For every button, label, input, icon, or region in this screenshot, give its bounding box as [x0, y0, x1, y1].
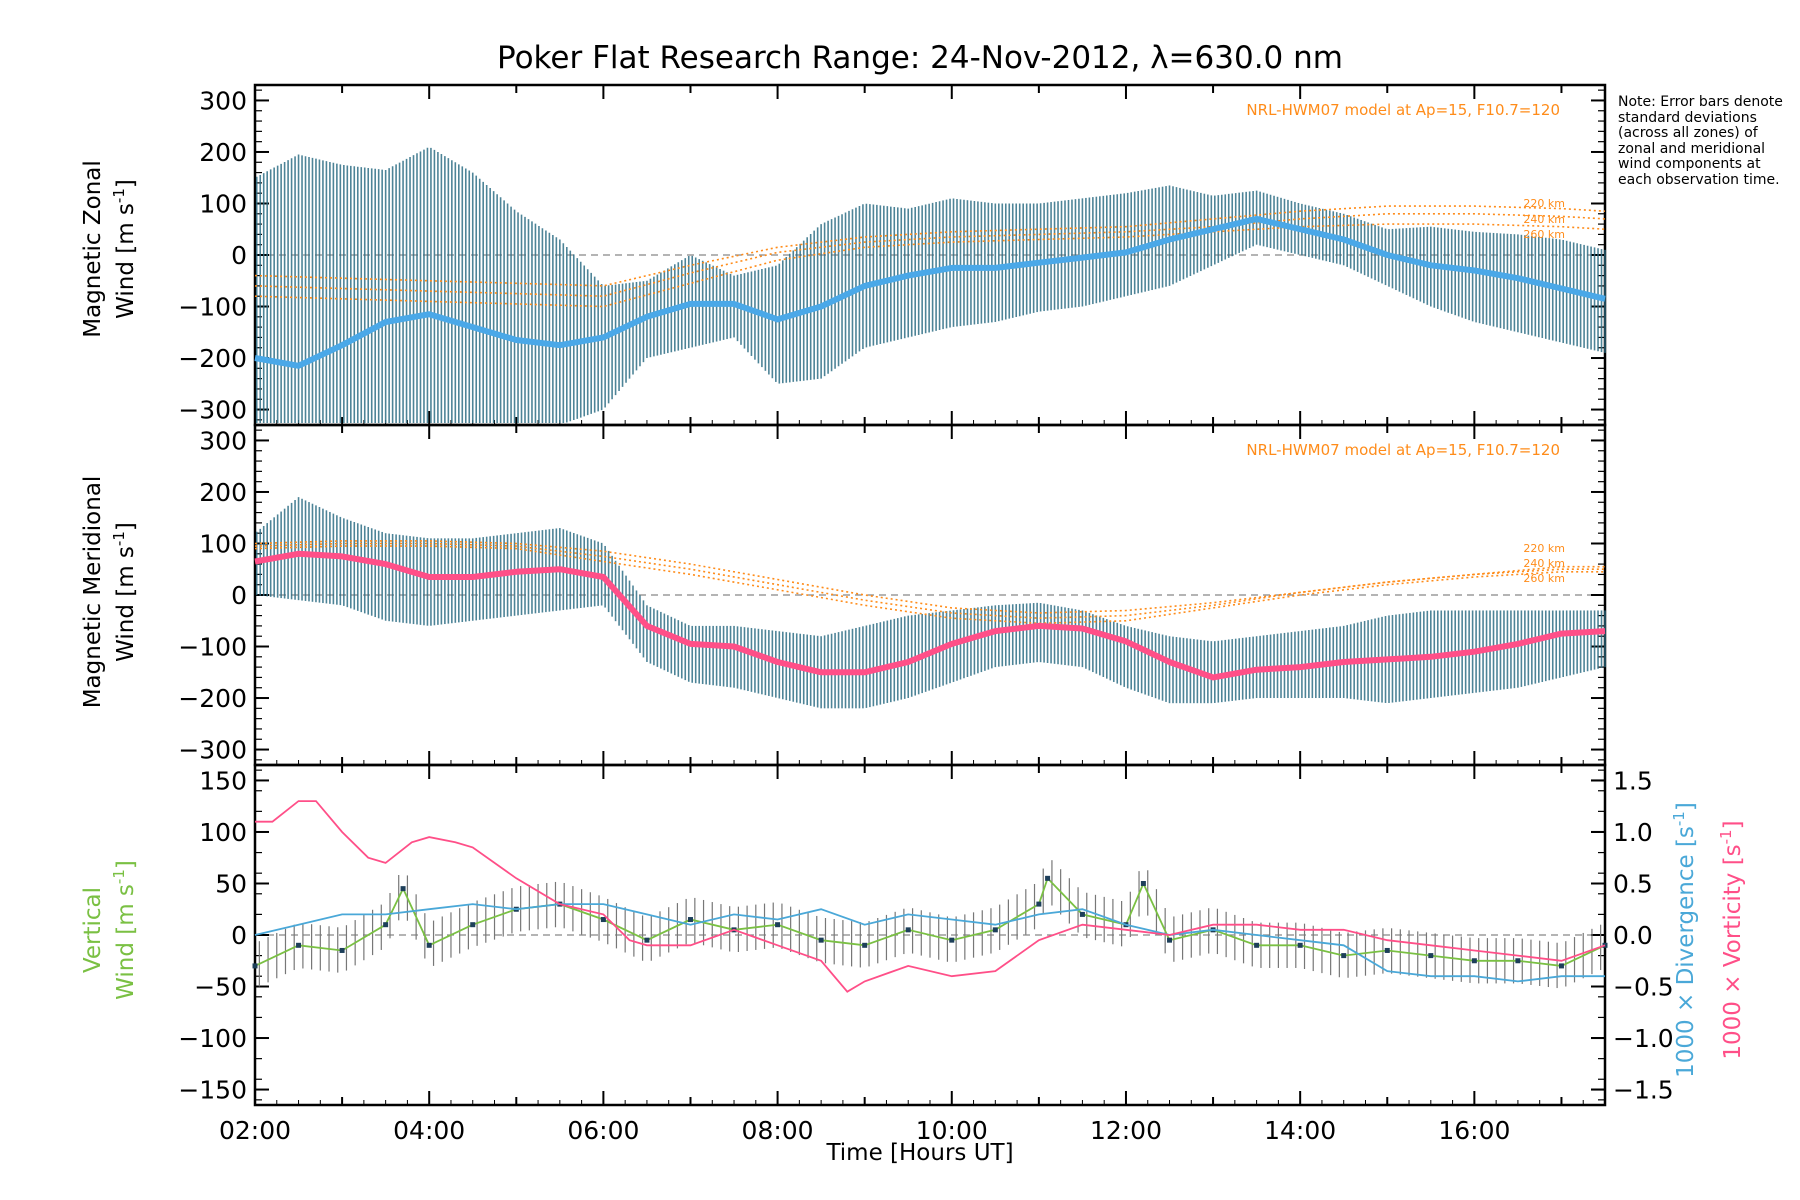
meridional-model-label: NRL-HWM07 model at Ap=15, F10.7=120 — [1246, 441, 1560, 459]
vertical-wind-point — [252, 963, 258, 969]
zonal-mean-line — [254, 215, 1606, 369]
altitude-label: 240 km — [1523, 213, 1565, 226]
vertical-wind-point — [775, 922, 781, 928]
y2-tick-label: 1.0 — [1613, 818, 1653, 847]
y-tick-label: 100 — [199, 529, 247, 558]
y-tick-label: 200 — [199, 138, 247, 167]
vertical-wind-point — [992, 927, 998, 933]
y-tick-label: −200 — [178, 344, 247, 373]
vertical-wind-point — [1079, 911, 1085, 917]
x-tick-label: 02:00 — [219, 1116, 291, 1145]
zonal-error-bars — [255, 147, 1606, 423]
x-tick-label: 08:00 — [742, 1116, 814, 1145]
y-tick-label: −100 — [178, 1024, 247, 1053]
y-tick-label: −100 — [178, 293, 247, 322]
x-tick-label: 06:00 — [567, 1116, 639, 1145]
meridional-panel: −300 −200 −100 0 100 200 300 NRL-HWM07 model at… — [178, 423, 1607, 767]
vertical-wind-point — [339, 947, 345, 953]
altitude-label: 240 km — [1523, 557, 1565, 570]
x-tick-label: 10:00 — [916, 1116, 988, 1145]
y-tick-label: 0 — [231, 921, 247, 950]
y-tick-label: −100 — [178, 633, 247, 662]
zonal-model-label: NRL-HWM07 model at Ap=15, F10.7=120 — [1246, 101, 1560, 119]
model-curve-260 — [254, 545, 1605, 625]
vertical-ylabel-line2: Wind [m s-1] — [110, 860, 139, 1000]
vertical-wind-point — [1297, 942, 1303, 948]
vertical-wind-point — [1341, 953, 1347, 959]
y-tick-label: −200 — [178, 684, 247, 713]
y-tick-label: 0 — [231, 241, 247, 270]
vertical-wind-point — [470, 922, 476, 928]
vertical-wind-point — [818, 937, 824, 943]
altitude-label: 220 km — [1523, 542, 1565, 555]
zonal-panel: −300 −200 −100 0 100 200 300 NRL-HWM07 model at… — [178, 83, 1607, 427]
vertical-wind-point — [687, 917, 693, 923]
y2-tick-label: −0.5 — [1613, 973, 1674, 1002]
vertical-panel: −150 −100 −50 0 50 100 150 −1.5 −1.0 −0.5 0.0 0.5 1.… — [178, 763, 1674, 1145]
y-tick-label: −150 — [178, 1076, 247, 1105]
x-tick-label: 04:00 — [393, 1116, 465, 1145]
vertical-wind-point — [426, 942, 432, 948]
y2-tick-label: −1.0 — [1613, 1024, 1674, 1053]
altitude-label: 260 km — [1523, 572, 1565, 585]
x-tick-label: 16:00 — [1438, 1116, 1510, 1145]
y-tick-label: −300 — [178, 736, 247, 765]
vertical-wind-point — [1428, 953, 1434, 959]
vertical-wind-point — [1471, 958, 1477, 964]
y2-tick-label: −1.5 — [1613, 1076, 1674, 1105]
y-tick-label: 200 — [199, 478, 247, 507]
divergence-ylabel: 1000 × Divergence [s-1] — [1670, 802, 1699, 1078]
y2-tick-label: 0.0 — [1613, 921, 1653, 950]
meridional-error-bars — [255, 497, 1606, 709]
vertical-wind-point — [1558, 963, 1564, 969]
vertical-wind-point — [400, 886, 406, 892]
vertical-wind-point — [905, 927, 911, 933]
x-tick-label: 12:00 — [1090, 1116, 1162, 1145]
altitude-label: 260 km — [1523, 228, 1565, 241]
y-tick-label: 300 — [199, 86, 247, 115]
model-curve-220 — [254, 205, 1606, 287]
vertical-wind-point — [862, 942, 868, 948]
y-tick-label: 50 — [215, 869, 247, 898]
y-tick-label: −300 — [178, 396, 247, 425]
divergence-line — [254, 903, 1605, 983]
vertical-wind-point — [1384, 947, 1390, 953]
y-tick-label: −50 — [194, 973, 247, 1002]
vertical-wind-point — [296, 942, 302, 948]
model-curve-220 — [254, 540, 1605, 614]
meridional-ylabel-line1: Magnetic Meridional — [80, 476, 106, 709]
y-tick-label: 150 — [199, 766, 247, 795]
vertical-wind-point — [1254, 942, 1260, 948]
vorticity-ylabel: 1000 × Vorticity [s-1] — [1717, 820, 1746, 1059]
y-tick-label: 100 — [199, 189, 247, 218]
chart-title: Poker Flat Research Range: 24-Nov-2012, … — [497, 40, 1343, 76]
y-tick-label: 100 — [199, 818, 247, 847]
y2-tick-label: 1.5 — [1613, 766, 1653, 795]
vertical-wind-point — [644, 937, 650, 943]
vertical-wind-point — [1140, 880, 1146, 886]
vertical-wind-point — [600, 917, 606, 923]
vertical-wind-point — [949, 937, 955, 943]
vorticity-line — [255, 800, 1606, 993]
x-axis-label: Time [Hours UT] — [825, 1140, 1013, 1166]
vertical-wind-point — [1036, 901, 1042, 907]
vertical-error-bars — [258, 860, 1602, 989]
meridional-mean-line — [254, 550, 1606, 681]
meridional-ylabel-line2: Wind [m s-1] — [110, 522, 139, 662]
model-curve-240 — [254, 542, 1605, 620]
x-tick-label: 14:00 — [1264, 1116, 1336, 1145]
altitude-label: 220 km — [1523, 197, 1565, 210]
error-bar-note: Note: Error bars denote standard deviati… — [1618, 94, 1783, 188]
y-tick-label: 300 — [199, 426, 247, 455]
vertical-wind-point — [1045, 875, 1051, 881]
y2-tick-label: 0.5 — [1613, 869, 1653, 898]
zonal-ylabel-line2: Wind [m s-1] — [110, 179, 139, 319]
zonal-ylabel-line1: Magnetic Zonal — [80, 160, 106, 338]
y-tick-label: 0 — [231, 581, 247, 610]
vertical-wind-point — [1515, 958, 1521, 964]
vertical-wind-point — [383, 922, 389, 928]
vertical-wind-point — [1167, 937, 1173, 943]
vertical-ylabel-line1: Vertical — [80, 887, 106, 973]
